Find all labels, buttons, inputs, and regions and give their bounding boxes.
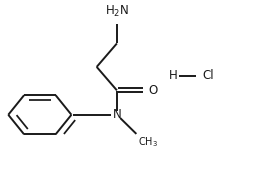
Text: Cl: Cl [203, 69, 214, 83]
Text: H: H [169, 69, 178, 83]
Text: CH$_3$: CH$_3$ [138, 136, 158, 149]
Text: O: O [148, 84, 157, 97]
Text: N: N [113, 108, 121, 121]
Text: H$_2$N: H$_2$N [105, 4, 129, 19]
